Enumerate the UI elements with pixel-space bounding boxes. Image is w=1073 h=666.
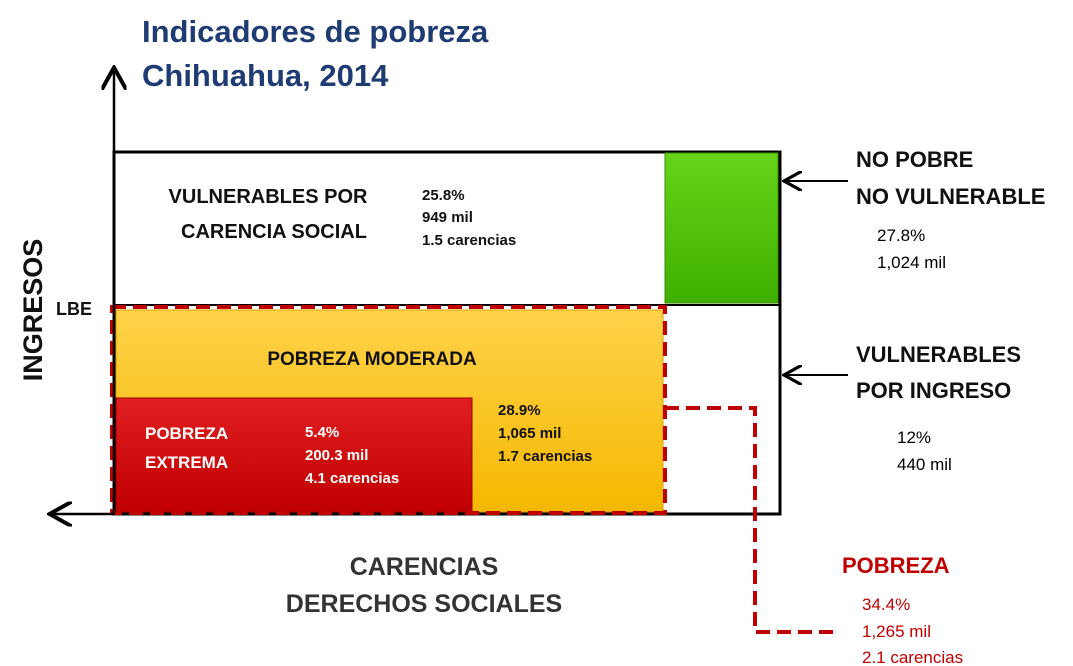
stat: 1.5 carencias [422, 232, 516, 249]
stat: 440 mil [897, 455, 952, 474]
group-name: VULNERABLES [856, 342, 1021, 367]
group-name: CARENCIA SOCIAL [181, 221, 367, 243]
x-label: DERECHOS SOCIALES [286, 590, 562, 618]
lbe-label: LBE [56, 299, 92, 319]
title-line: Chihuahua, 2014 [142, 58, 389, 93]
stat: 1,065 mil [498, 425, 561, 442]
group-name: VULNERABLES POR [169, 186, 368, 208]
stat: 4.1 carencias [305, 470, 399, 487]
y-label: INGRESOS [18, 239, 48, 382]
stat: 12% [897, 428, 931, 447]
stat: 28.9% [498, 402, 541, 419]
x-label: CARENCIAS [350, 553, 499, 581]
no-pobre-box [664, 152, 779, 304]
stat: 1,265 mil [862, 622, 931, 641]
pobreza-connector [665, 406, 838, 634]
group-name: POR INGRESO [856, 378, 1011, 403]
title: Indicadores de pobreza Chihuahua, 2014 [142, 14, 489, 93]
group-name: POBREZA MODERADA [267, 349, 477, 370]
title-line: Indicadores de pobreza [142, 14, 489, 49]
group-name: NO POBRE [856, 147, 973, 172]
group-name: NO VULNERABLE [856, 184, 1045, 209]
stat: 5.4% [305, 424, 339, 441]
stat: 1.7 carencias [498, 448, 592, 465]
group-name: POBREZA [842, 553, 950, 578]
stat: 25.8% [422, 187, 465, 204]
stat: 200.3 mil [305, 447, 368, 464]
stat: 1,024 mil [877, 253, 946, 272]
extrema-box [115, 397, 473, 513]
stat: 949 mil [422, 209, 473, 226]
group-name: EXTREMA [145, 453, 228, 472]
stat: 27.8% [877, 226, 925, 245]
stat: 34.4% [862, 595, 910, 614]
stat: 2.1 carencias [862, 648, 963, 666]
group-name: POBREZA [145, 424, 228, 443]
